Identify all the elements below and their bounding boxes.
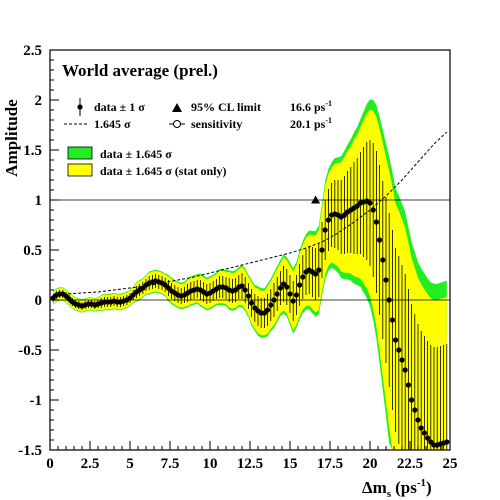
- data-point: [297, 282, 303, 288]
- legend-sensitivity-label: sensitivity: [191, 117, 242, 131]
- legend-band-yellow: data ± 1.645 σ (stat only): [100, 164, 226, 178]
- confidence-bands: [53, 99, 447, 451]
- limit-triangle: [311, 195, 321, 204]
- data-point: [412, 407, 418, 413]
- y-tick-label: -1.5: [18, 443, 42, 459]
- y-tick-label: 2: [35, 93, 43, 109]
- x-tick-label: 17.5: [317, 456, 343, 472]
- data-point: [405, 382, 411, 388]
- x-axis-title-sub: s: [387, 488, 392, 500]
- data-point: [377, 237, 383, 243]
- data-point: [415, 417, 421, 423]
- data-point: [265, 307, 271, 313]
- data-point: [268, 302, 274, 308]
- data-point: [322, 227, 328, 233]
- x-tick-label: 2.5: [81, 456, 100, 472]
- data-point: [373, 219, 379, 225]
- data-point: [425, 435, 431, 441]
- x-tick-label: 15: [283, 456, 298, 472]
- data-point: [370, 207, 376, 213]
- x-axis-title-unit: (ps: [395, 478, 417, 497]
- x-tick-label: 12.5: [237, 456, 263, 472]
- x-tick-label: 25: [443, 456, 458, 472]
- legend-yellow-swatch: [67, 163, 93, 177]
- x-tick-label: 22.5: [397, 456, 423, 472]
- data-point: [271, 297, 277, 303]
- x-axis-title-close: ): [426, 478, 432, 497]
- y-tick-label: 0.5: [23, 243, 42, 259]
- data-point: [274, 291, 280, 297]
- legend-band-green: data ± 1.645 σ: [100, 147, 172, 161]
- x-tick-label: 5: [126, 456, 134, 472]
- data-point: [386, 297, 392, 303]
- legend-limit-value-sup: -1: [325, 99, 332, 108]
- x-axis-title: Δms (ps-1): [362, 477, 432, 500]
- data-point: [367, 200, 373, 206]
- legend-limit-value-text: 16.6 ps: [290, 100, 326, 114]
- legend-sensitivity-icon: [173, 120, 181, 128]
- data-point: [287, 291, 293, 297]
- data-points: [50, 198, 450, 448]
- legend-sigma-1645: 1.645 σ: [94, 117, 131, 131]
- y-axis-ticks: -1.5 -1 -0.5 0 0.5 1 1.5 2 2.5: [18, 43, 59, 459]
- band-stat-only-1645-sigma: [53, 109, 447, 450]
- x-tick-label: 0: [46, 456, 54, 472]
- x-axis-ticks: 0 2.5 5 7.5 10 12.5 15 17.5 20 22.5 25: [46, 441, 458, 472]
- data-point: [383, 277, 389, 283]
- data-point: [245, 293, 251, 299]
- y-axis-title: Amplitude: [2, 99, 21, 177]
- data-point: [402, 367, 408, 373]
- y-tick-label: 2.5: [23, 43, 42, 59]
- legend-green-swatch: [67, 146, 93, 160]
- data-point: [409, 397, 415, 403]
- data-point: [313, 271, 319, 277]
- data-point: [389, 317, 395, 323]
- data-point: [444, 439, 450, 445]
- data-point: [399, 357, 405, 363]
- data-point: [418, 425, 424, 431]
- limit-marker: [311, 195, 321, 204]
- y-tick-label: -1: [30, 393, 43, 409]
- data-point: [316, 267, 322, 273]
- data-point: [249, 300, 255, 306]
- legend-sensitivity-value-sup: -1: [325, 116, 332, 125]
- y-tick-label: 1: [35, 193, 43, 209]
- x-tick-label: 20: [363, 456, 378, 472]
- data-point: [277, 285, 283, 291]
- y-tick-label: 0: [35, 293, 43, 309]
- y-tick-label: 1.5: [23, 143, 42, 159]
- legend-limit-value: 16.6 ps-1: [290, 99, 332, 114]
- data-point: [284, 284, 290, 290]
- x-tick-label: 10: [203, 456, 218, 472]
- x-axis-title-main: Δm: [362, 478, 387, 497]
- data-point: [421, 430, 427, 436]
- y-tick-label: -0.5: [18, 343, 42, 359]
- legend-point-icon: [77, 104, 83, 110]
- data-point: [396, 347, 402, 353]
- x-axis-title-sup: -1: [417, 477, 426, 489]
- data-point: [239, 283, 245, 289]
- data-point: [393, 337, 399, 343]
- data-point: [293, 292, 299, 298]
- data-point: [290, 298, 296, 304]
- chart-title: World average (prel.): [62, 61, 218, 80]
- x-tick-label: 7.5: [161, 456, 180, 472]
- legend-sensitivity-value-text: 20.1 ps: [290, 117, 326, 131]
- sigma-1645-line: [53, 131, 448, 296]
- data-point: [325, 217, 331, 223]
- legend-limit-label: 95% CL limit: [191, 100, 261, 114]
- legend-triangle-icon: [172, 103, 182, 112]
- data-point: [242, 287, 248, 293]
- legend-sensitivity-value: 20.1 ps-1: [290, 116, 332, 131]
- data-point: [300, 274, 306, 280]
- data-point: [319, 247, 325, 253]
- legend-data-1sigma: data ± 1 σ: [94, 100, 145, 114]
- data-point: [380, 257, 386, 263]
- legend: data ± 1 σ 1.645 σ 95% CL limit 16.6 ps-…: [64, 98, 332, 178]
